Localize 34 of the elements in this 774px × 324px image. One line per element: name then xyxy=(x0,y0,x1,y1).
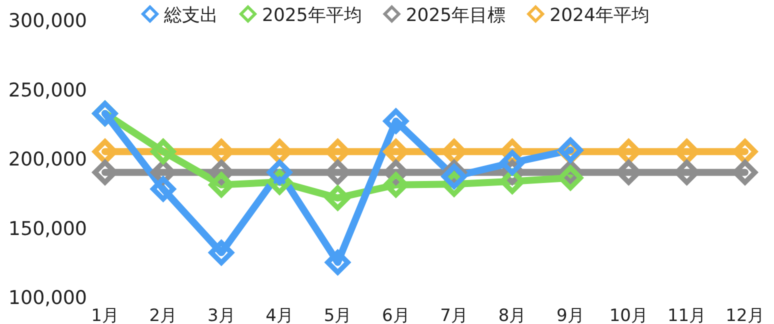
y-tick-label: 300,000 xyxy=(8,10,87,32)
point xyxy=(442,164,467,190)
legend-label: 総支出 xyxy=(163,5,218,26)
x-tick-label: 12月 xyxy=(726,306,764,324)
x-tick-label: 11月 xyxy=(668,306,706,324)
y-tick-label: 250,000 xyxy=(8,79,87,102)
y-tick-label: 100,000 xyxy=(8,287,87,309)
x-tick-label: 9月 xyxy=(556,306,584,324)
legend-label: 2025年目標 xyxy=(406,5,506,26)
point xyxy=(500,150,525,176)
legend-label: 2024年平均 xyxy=(550,5,650,26)
x-tick-label: 8月 xyxy=(498,306,526,324)
point xyxy=(383,108,408,134)
legend-label: 2025年平均 xyxy=(262,5,362,26)
point xyxy=(383,172,408,198)
x-tick-label: 6月 xyxy=(382,306,410,324)
x-tick-label: 1月 xyxy=(91,306,119,324)
x-tick-label: 5月 xyxy=(324,306,352,324)
x-tick-label: 10月 xyxy=(609,306,648,324)
x-tick-label: 3月 xyxy=(207,306,236,324)
point xyxy=(558,138,583,163)
point xyxy=(208,240,234,266)
y-tick-label: 150,000 xyxy=(8,218,87,240)
point xyxy=(325,185,350,210)
point xyxy=(558,165,583,190)
x-tick-label: 7月 xyxy=(440,306,468,324)
point xyxy=(325,250,350,275)
point xyxy=(208,172,234,198)
x-tick-label: 4月 xyxy=(266,306,294,324)
point xyxy=(92,160,118,185)
point xyxy=(150,176,176,202)
x-tick-label: 2月 xyxy=(149,306,178,324)
y-tick-label: 200,000 xyxy=(8,148,87,170)
point xyxy=(732,160,758,185)
